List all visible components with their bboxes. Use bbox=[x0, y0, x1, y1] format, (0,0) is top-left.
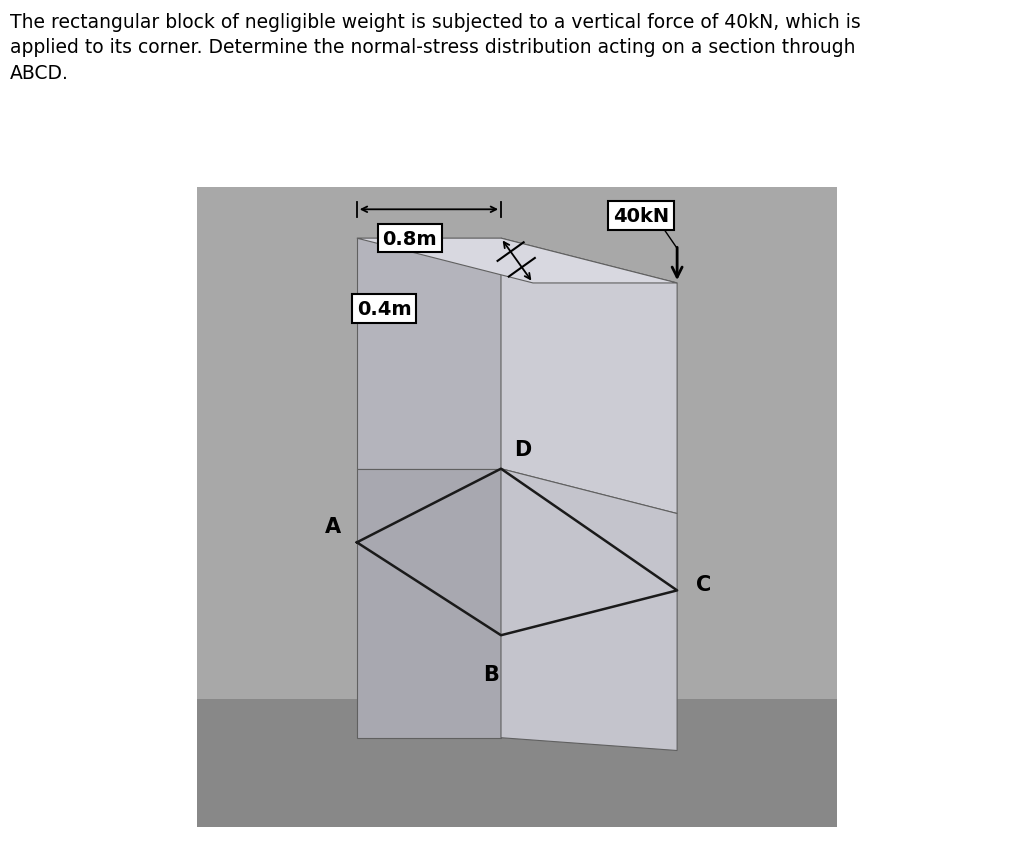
Polygon shape bbox=[196, 188, 838, 827]
Text: 0.4m: 0.4m bbox=[357, 299, 412, 319]
Text: ABCD.: ABCD. bbox=[10, 64, 69, 83]
Text: 40kN: 40kN bbox=[613, 207, 669, 226]
Polygon shape bbox=[357, 239, 677, 283]
Text: 0.8m: 0.8m bbox=[383, 229, 437, 248]
Text: B: B bbox=[484, 664, 499, 684]
Text: A: A bbox=[325, 516, 341, 537]
Polygon shape bbox=[357, 469, 501, 738]
Text: applied to its corner. Determine the normal-stress distribution acting on a sect: applied to its corner. Determine the nor… bbox=[10, 38, 856, 57]
Polygon shape bbox=[357, 239, 501, 469]
Text: The rectangular block of negligible weight is subjected to a vertical force of 4: The rectangular block of negligible weig… bbox=[10, 13, 861, 32]
Polygon shape bbox=[501, 239, 677, 514]
Text: C: C bbox=[696, 574, 711, 595]
Polygon shape bbox=[196, 699, 838, 827]
Polygon shape bbox=[501, 469, 677, 751]
Text: D: D bbox=[514, 439, 531, 460]
